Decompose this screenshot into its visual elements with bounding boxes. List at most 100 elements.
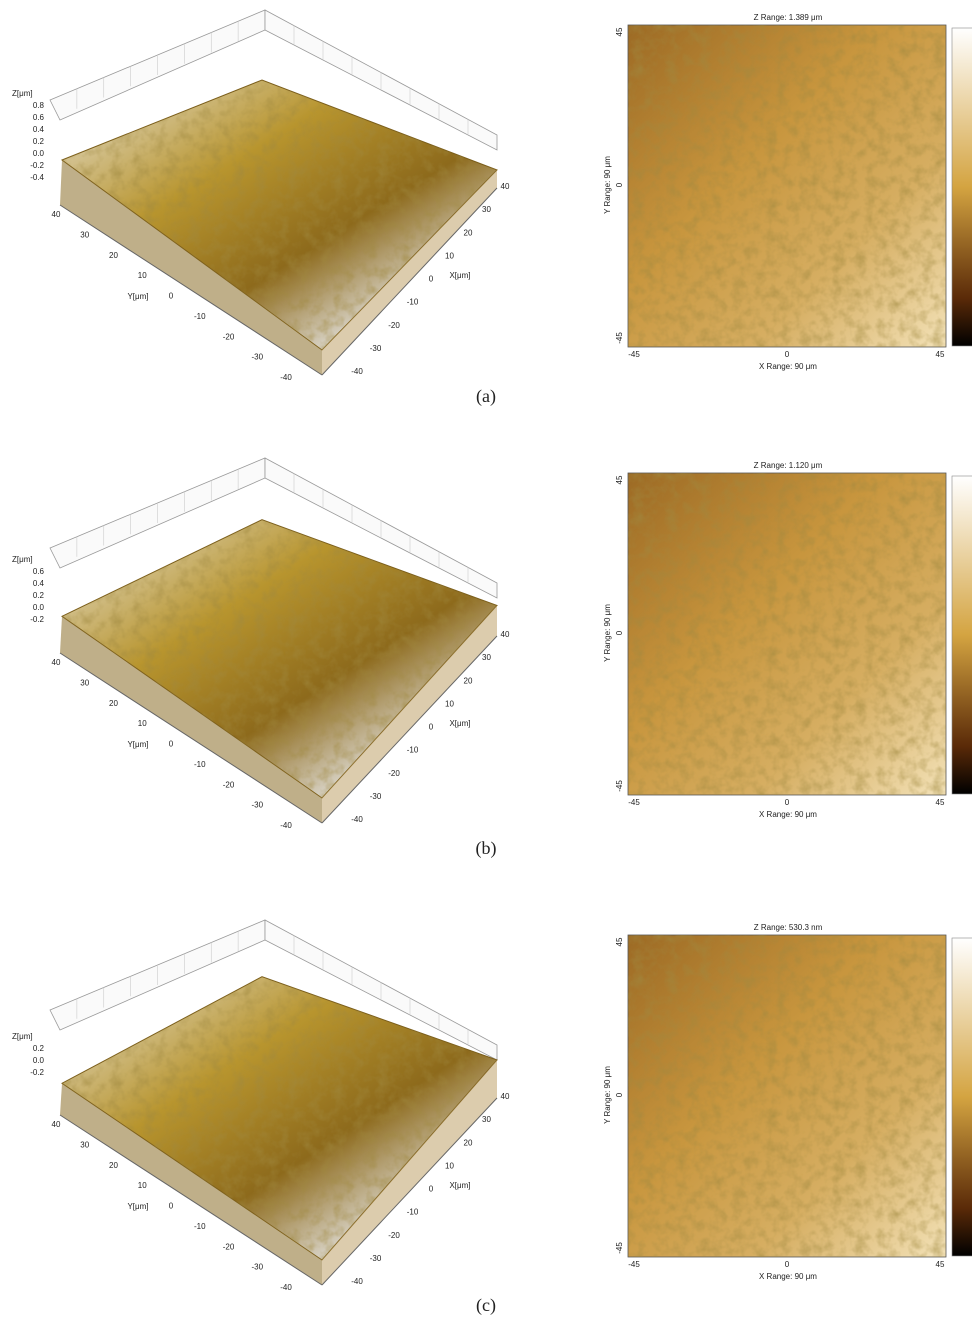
z-tick-label: 0.2 (33, 1044, 45, 1053)
color-bar (952, 476, 972, 794)
y-tick-label: 0 (169, 1202, 174, 1211)
y-tick-label: 10 (138, 719, 147, 728)
map-y-tick: -45 (615, 332, 624, 344)
z-axis-label: Z[μm] (12, 555, 33, 564)
y-tick-label: 30 (80, 1140, 89, 1149)
map-y-tick: 0 (615, 630, 624, 635)
map-x-tick: 45 (936, 798, 945, 807)
y-tick-label: 30 (80, 678, 89, 687)
map-y-tick: 45 (615, 937, 624, 946)
x-tick-label: -20 (388, 321, 400, 330)
y-tick-label: 40 (52, 658, 61, 667)
afm-texture (628, 25, 946, 347)
y-tick-label: 20 (109, 1161, 118, 1170)
x-tick-label: 10 (445, 1161, 454, 1170)
map-y-tick: -45 (615, 1242, 624, 1254)
x-tick-label: -10 (407, 298, 419, 307)
map-x-tick: 45 (936, 350, 945, 359)
map-y-tick: 0 (615, 1092, 624, 1097)
z-tick-label: -0.2 (30, 615, 44, 624)
x-tick-label: 10 (445, 699, 454, 708)
figure-row: Z[μm]0.60.40.20.0-0.2403020100-10-20-30-… (12, 458, 972, 830)
y-tick-label: 10 (138, 1181, 147, 1190)
map-x-tick: 0 (785, 798, 790, 807)
map-x-tick: 0 (785, 1260, 790, 1269)
y-tick-label: -40 (280, 373, 292, 382)
x-tick-label: -10 (407, 746, 419, 755)
x-tick-label: -30 (370, 792, 382, 801)
x-tick-label: 20 (464, 1138, 473, 1147)
color-bar (952, 28, 972, 346)
afm-texture (628, 935, 946, 1257)
x-tick-label: 10 (445, 251, 454, 260)
y-tick-label: 40 (52, 210, 61, 219)
caption: (c) (476, 1295, 496, 1316)
z-tick-label: -0.2 (30, 161, 44, 170)
z-tick-label: 0.6 (33, 113, 45, 122)
x-tick-label: 0 (429, 723, 434, 732)
map-y-label: Y Range: 90 μm (603, 1066, 612, 1124)
x-tick-label: -40 (351, 367, 363, 376)
z-tick-label: 0.4 (33, 579, 45, 588)
figure-row: Z[μm]0.80.60.40.20.0-0.2-0.4403020100-10… (12, 10, 972, 382)
map-x-label: X Range: 90 μm (759, 810, 817, 819)
map-title: Z Range: 1.120 μm (754, 461, 823, 470)
z-tick-label: 0.0 (33, 149, 45, 158)
y-tick-label: -30 (251, 801, 263, 810)
y-tick-label: -20 (223, 1242, 235, 1251)
y-tick-label: 20 (109, 251, 118, 260)
y-tick-label: 30 (80, 230, 89, 239)
map-y-label: Y Range: 90 μm (603, 156, 612, 214)
map-x-tick: 45 (936, 1260, 945, 1269)
z-tick-label: -0.2 (30, 1068, 44, 1077)
x-tick-label: 20 (464, 228, 473, 237)
y-tick-label: -20 (223, 332, 235, 341)
caption: (b) (476, 838, 497, 859)
x-tick-label: 30 (482, 1115, 491, 1124)
x-tick-label: -40 (351, 1277, 363, 1286)
y-tick-label: -10 (194, 1222, 206, 1231)
map-y-tick: 45 (615, 27, 624, 36)
afm-texture (628, 473, 946, 795)
x-tick-label: -30 (370, 1254, 382, 1263)
z-tick-label: 0.2 (33, 137, 45, 146)
y-tick-label: -30 (251, 1263, 263, 1272)
figure: Z[μm]0.80.60.40.20.0-0.2-0.4403020100-10… (0, 0, 972, 1325)
x-tick-label: 40 (501, 182, 510, 191)
map-x-tick: -45 (628, 798, 640, 807)
map-x-tick: 0 (785, 350, 790, 359)
x-axis-label: X[μm] (449, 271, 470, 280)
x-tick-label: 0 (429, 275, 434, 284)
y-tick-label: -30 (251, 353, 263, 362)
y-tick-label: 0 (169, 740, 174, 749)
y-tick-label: 40 (52, 1120, 61, 1129)
y-tick-label: 10 (138, 271, 147, 280)
y-tick-label: -10 (194, 760, 206, 769)
x-axis-label: X[μm] (449, 719, 470, 728)
z-tick-label: -0.4 (30, 173, 44, 182)
y-axis-label: Y[μm] (127, 1202, 148, 1211)
map-y-tick: -45 (615, 780, 624, 792)
x-tick-label: 20 (464, 676, 473, 685)
map-x-tick: -45 (628, 350, 640, 359)
y-axis-label: Y[μm] (127, 292, 148, 301)
map-x-label: X Range: 90 μm (759, 1272, 817, 1281)
z-tick-label: 0.2 (33, 591, 45, 600)
map-title: Z Range: 530.3 nm (754, 923, 823, 932)
x-tick-label: 0 (429, 1185, 434, 1194)
x-tick-label: 30 (482, 653, 491, 662)
x-tick-label: -20 (388, 1231, 400, 1240)
map-y-tick: 45 (615, 475, 624, 484)
map-x-tick: -45 (628, 1260, 640, 1269)
y-tick-label: -40 (280, 1283, 292, 1292)
x-tick-label: -40 (351, 815, 363, 824)
x-tick-label: 40 (501, 1092, 510, 1101)
y-axis-label: Y[μm] (127, 740, 148, 749)
y-tick-label: 20 (109, 699, 118, 708)
y-tick-label: -40 (280, 821, 292, 830)
y-tick-label: -10 (194, 312, 206, 321)
z-axis-label: Z[μm] (12, 89, 33, 98)
x-tick-label: -30 (370, 344, 382, 353)
z-axis-label: Z[μm] (12, 1032, 33, 1041)
x-axis-label: X[μm] (449, 1181, 470, 1190)
